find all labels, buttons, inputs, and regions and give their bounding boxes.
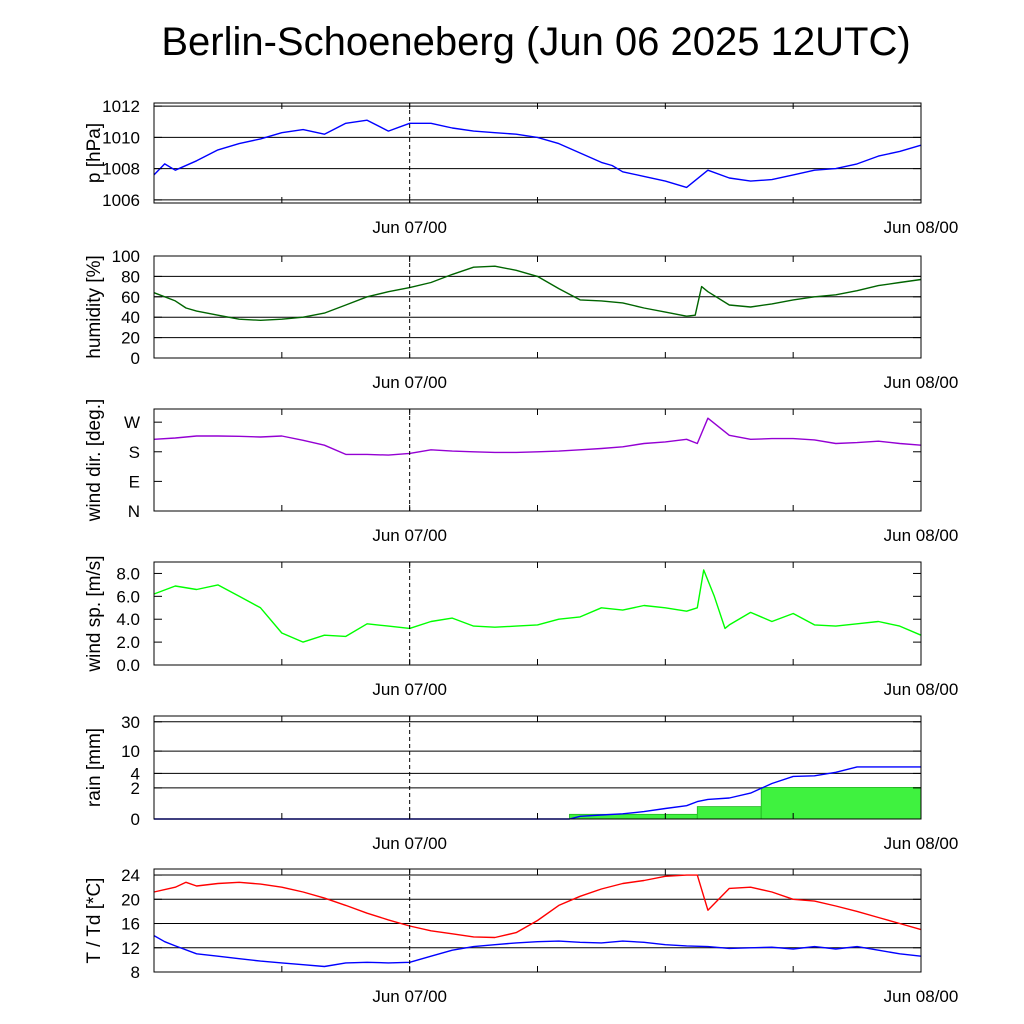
y-tick-label: 1010 [102,128,140,147]
humidity-axis-title: humidity [%] [84,255,105,358]
chart-title: Berlin-Schoeneberg (Jun 06 2025 12UTC) [161,20,911,64]
y-tick-label: 1006 [102,191,140,210]
y-tick-label: S [129,443,140,462]
pressure-panel: 1006 1008 1010 1012 Jun 07/00 Jun 08/00 p [hPa… [84,97,958,237]
x-tick-label: Jun 07/00 [372,218,447,237]
y-tick-label: 80 [121,267,140,286]
x-tick-label: Jun 08/00 [884,526,959,545]
rain-bar [696,806,762,820]
y-tick-label: 8.0 [116,564,140,583]
x-tick-label: Jun 07/00 [372,834,447,853]
wind-speed-axis-title: wind sp. [m/s] [84,555,105,672]
y-tick-label: 8 [131,963,140,982]
x-tick-label: Jun 07/00 [372,373,447,392]
temperature-line [153,874,922,939]
y-tick-label: 2 [131,779,140,798]
y-tick-label: W [124,413,140,432]
y-tick-label: 16 [121,915,140,934]
y-tick-label: 6.0 [116,587,140,606]
wind-speed-line [153,569,922,643]
y-tick-label: N [128,502,140,521]
pressure-line [153,119,922,189]
x-tick-label: Jun 08/00 [884,987,959,1006]
rain-axis-title: rain [mm] [84,728,105,807]
wind-dir-frame [153,408,922,512]
y-tick-label: 20 [121,890,140,909]
wind-dir-axis-title: wind dir. [deg.] [84,399,105,523]
x-tick-label: Jun 07/00 [372,680,447,699]
y-tick-label: E [129,472,140,491]
x-tick-label: Jun 08/00 [884,218,959,237]
y-tick-label: 1008 [102,160,140,179]
pressure-axis-title: p [hPa] [84,123,105,183]
y-tick-label: 0 [131,349,140,368]
wind-speed-panel: 0.0 2.0 4.0 6.0 8.0 Jun 07/00 Jun 08/00 wind sp… [84,555,958,699]
y-tick-label: 60 [121,288,140,307]
y-tick-label: 20 [121,329,140,348]
x-tick-label: Jun 08/00 [884,373,959,392]
y-tick-label: 4 [131,764,140,783]
wind-dir-line [153,417,922,456]
y-tick-label: 2.0 [116,633,140,652]
rain-bar [760,787,922,820]
humidity-frame [153,255,922,359]
y-tick-label: 0 [131,810,140,829]
y-tick-label: 4.0 [116,610,140,629]
x-tick-label: Jun 07/00 [372,987,447,1006]
y-tick-label: 24 [121,866,140,885]
rain-panel: 0 24 10 30 Jun 07/00 Jun 08/00 rain [mm] [84,713,958,853]
y-tick-label: 100 [112,247,140,266]
rain-total-line [154,766,921,820]
temperature-panel: 8 12 16 20 24 Jun 07/00 Jun 08/00 T / Td [*C] [84,866,958,1006]
y-tick-label: 30 [121,713,140,732]
x-tick-label: Jun 08/00 [884,680,959,699]
temperature-axis-title: T / Td [*C] [84,878,105,964]
wind-speed-frame [153,561,922,666]
dewpoint-line [153,934,922,968]
x-tick-label: Jun 07/00 [372,526,447,545]
y-tick-label: 40 [121,308,140,327]
y-tick-label: 10 [121,742,140,761]
y-tick-label: 1012 [102,97,140,116]
y-tick-label: 12 [121,939,140,958]
pressure-frame [153,102,922,204]
x-tick-label: Jun 08/00 [884,834,959,853]
humidity-line [153,265,922,321]
rain-bar [569,813,698,820]
y-tick-label: 0.0 [116,656,140,675]
